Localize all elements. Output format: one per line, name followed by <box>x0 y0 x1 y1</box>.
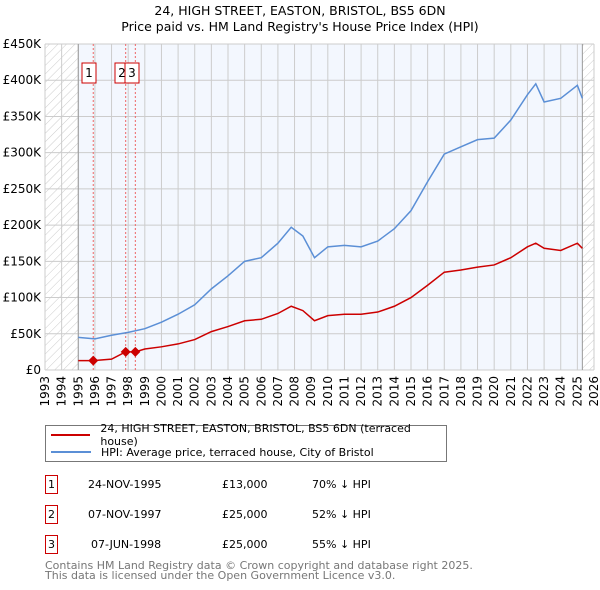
sale-hpi: 52% ↓ HPI <box>312 508 371 521</box>
sale-point <box>120 346 131 357</box>
y-tick-label: £250K <box>3 182 43 196</box>
sale-price: £25,000 <box>222 538 268 551</box>
x-tick-label: 2024 <box>554 376 568 407</box>
sale-point <box>130 346 141 357</box>
sale-price: £13,000 <box>222 478 268 491</box>
y-tick-label: £400K <box>3 73 43 87</box>
sale-date: 07-JUN-1998 <box>91 538 162 551</box>
y-tick-label: £200K <box>3 218 43 232</box>
table-row: 1 24-NOV-1995 £13,000 70% ↓ HPI <box>45 475 465 495</box>
x-tick-label: 2009 <box>304 376 318 407</box>
sale-marker: 2 <box>45 505 58 524</box>
legend-hpi: HPI: Average price, terraced house, City… <box>101 445 374 459</box>
price-paid-line <box>78 242 583 362</box>
legend-property: 24, HIGH STREET, EASTON, BRISTOL, BS5 6D… <box>100 422 411 448</box>
y-tick-label: £350K <box>3 109 43 123</box>
x-tick-label: 2008 <box>288 376 302 407</box>
x-tick-label: 1994 <box>55 376 69 407</box>
sale-label: 2 <box>118 66 126 80</box>
x-tick-label: 1997 <box>105 376 119 407</box>
sale-date: 07-NOV-1997 <box>88 508 162 521</box>
x-tick-label: 1996 <box>88 376 102 407</box>
sale-marker: 3 <box>45 535 58 554</box>
x-tick-label: 2017 <box>437 376 451 407</box>
sale-label: 1 <box>85 66 93 80</box>
x-tick-label: 2005 <box>238 376 252 407</box>
price-chart: 1993 1994 1995 1996 1997 1998 1999 2000 2001 2002… <box>3 37 600 407</box>
x-tick-label: 2001 <box>171 376 185 407</box>
x-tick-label: 1998 <box>121 376 135 407</box>
x-tick-label: 1993 <box>38 376 52 407</box>
hatched-region <box>582 44 594 370</box>
x-tick-label: 2003 <box>204 376 218 407</box>
sale-date: 24-NOV-1995 <box>88 478 162 491</box>
sale-hpi: 55% ↓ HPI <box>312 538 371 551</box>
x-tick-label: 2022 <box>520 376 534 407</box>
y-tick-label: £50K <box>10 327 42 341</box>
chart-subtitle: Price paid vs. HM Land Registry's House … <box>121 19 479 34</box>
sale-label: 3 <box>128 66 136 80</box>
x-tick-label: 2000 <box>154 376 168 407</box>
x-tick-label: 2015 <box>404 376 418 407</box>
footer-line: This data is licensed under the Open Gov… <box>45 569 396 582</box>
x-tick-label: 2004 <box>221 376 235 407</box>
x-tick-label: 2012 <box>354 376 368 407</box>
x-tick-label: 2007 <box>271 376 285 407</box>
y-tick-label: £300K <box>3 146 43 160</box>
table-row: 3 07-JUN-1998 £25,000 55% ↓ HPI <box>45 535 465 555</box>
sale-label-box <box>124 62 140 84</box>
x-tick-label: 2014 <box>387 376 401 407</box>
x-tick-label: 2002 <box>188 376 202 407</box>
y-tick-label: £0 <box>26 363 41 377</box>
legend-blue-line <box>51 451 91 453</box>
x-tick-label: 2010 <box>321 376 335 407</box>
x-tick-label: 1999 <box>138 376 152 407</box>
legend-red-line <box>51 434 91 436</box>
sale-hpi: 70% ↓ HPI <box>312 478 371 491</box>
x-tick-label: 1995 <box>71 376 85 407</box>
x-tick-label: 2018 <box>454 376 468 407</box>
x-tick-label: 2019 <box>471 376 485 407</box>
hpi-line <box>78 82 584 340</box>
x-tick-label: 2016 <box>421 376 435 407</box>
y-tick-label: £100K <box>3 291 43 305</box>
table-row: 2 07-NOV-1997 £25,000 52% ↓ HPI <box>45 505 465 525</box>
y-tick-label: £150K <box>3 254 43 268</box>
footer: Contains HM Land Registry data © Crown c… <box>45 559 473 582</box>
plot-background <box>45 44 594 370</box>
sale-marker: 1 <box>45 475 58 494</box>
x-tick-label: 2025 <box>570 376 584 407</box>
x-tick-label: 2006 <box>254 376 268 407</box>
footer-line: Contains HM Land Registry data © Crown c… <box>45 559 473 572</box>
y-tick-label: £450K <box>3 37 43 51</box>
x-tick-label: 2011 <box>337 376 351 407</box>
sale-point <box>88 355 99 366</box>
x-tick-label: 2026 <box>587 376 600 407</box>
x-tick-label: 2013 <box>371 376 385 407</box>
sale-label-box <box>81 62 97 84</box>
chart-title: 24, HIGH STREET, EASTON, BRISTOL, BS5 6D… <box>154 3 446 18</box>
x-tick-label: 2021 <box>504 376 518 407</box>
legend: 24, HIGH STREET, EASTON, BRISTOL, BS5 6D… <box>45 422 447 462</box>
x-tick-label: 2020 <box>487 376 501 407</box>
sale-price: £25,000 <box>222 508 268 521</box>
x-tick-label: 2023 <box>537 376 551 407</box>
